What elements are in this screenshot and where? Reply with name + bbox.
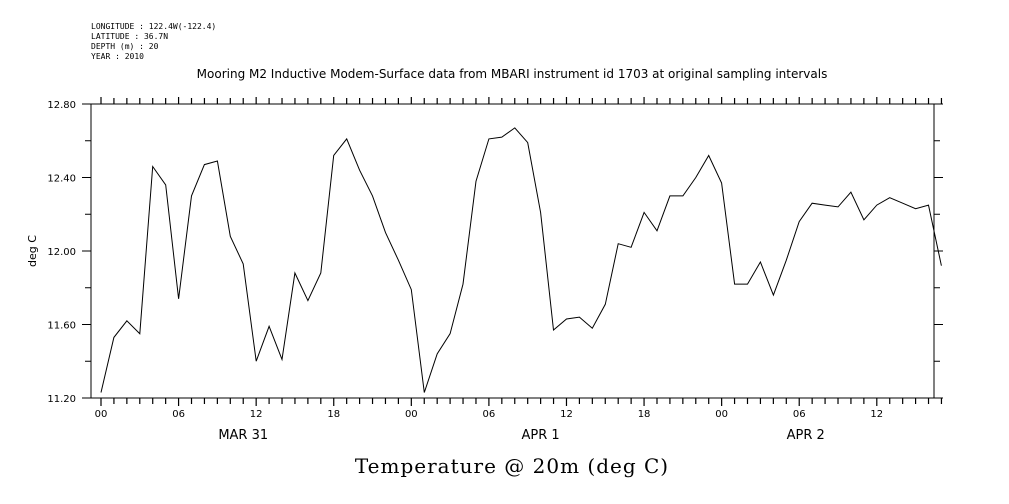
y-tick-label: 12.00 [47,247,76,258]
depth-label: DEPTH (m) : 20 [91,42,159,51]
x-tick-label: 12 [250,409,263,420]
plot-frame [90,103,935,399]
x-day-label: APR 2 [787,428,825,443]
x-tick-label: 06 [172,409,185,420]
x-tick-label: 12 [870,409,883,420]
y-tick-label: 11.60 [47,321,76,332]
temperature-series-line [100,127,942,393]
x-tick-label: 00 [405,409,418,420]
axes-layer: 00 06 12 18 00 06 12 18 00 06 12 MAR 31 APR 1 APR 2 11… [47,97,943,443]
longitude-label: LONGITUDE : 122.4W(-122.4) [91,22,217,31]
x-day-label: MAR 31 [218,428,268,443]
x-tick-label: 00 [715,409,728,420]
y-tick-label: 12.80 [47,100,76,111]
latitude-label: LATITUDE : 36.7N [91,32,169,41]
metadata-block: LONGITUDE : 122.4W(-122.4) LATITUDE : 36… [91,22,216,62]
y-axis-label: deg C [26,235,39,267]
y-tick-label: 11.20 [47,394,76,405]
y-tick-label: 12.40 [47,174,76,185]
x-tick-label: 18 [638,409,651,420]
chart-title: Mooring M2 Inductive Modem-Surface data … [196,67,828,81]
x-tick-label: 00 [95,409,108,420]
x-tick-label: 12 [560,409,573,420]
year-label: YEAR : 2010 [91,52,144,61]
x-tick-label: 06 [483,409,496,420]
x-tick-label: 06 [793,409,806,420]
x-tick-label: 18 [327,409,340,420]
x-day-label: APR 1 [522,428,560,443]
chart-footer-title: Temperature @ 20m (deg C) [354,454,670,478]
